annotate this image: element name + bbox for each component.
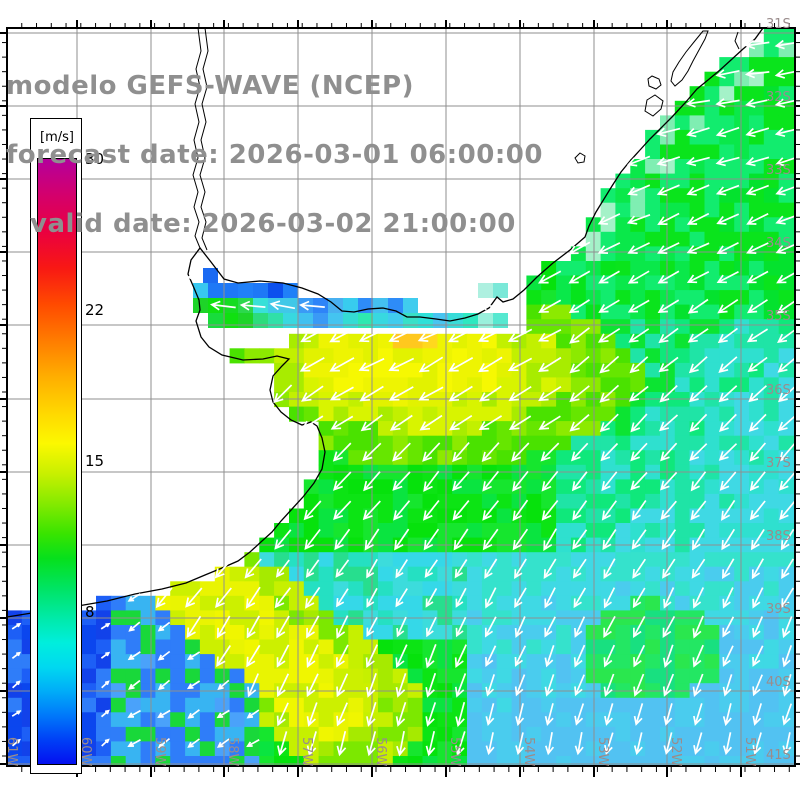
coastline-path <box>6 27 764 618</box>
coastline-layer <box>6 27 764 618</box>
colorbar-tick: 15 <box>85 452 105 470</box>
lat-label: 34S <box>766 236 791 251</box>
river-path <box>192 27 202 249</box>
river-path <box>199 27 209 251</box>
lagoon-path <box>644 94 664 117</box>
lat-label: 37S <box>766 456 791 471</box>
lon-label: 54W <box>521 737 536 767</box>
lon-label: 51W <box>742 737 757 767</box>
forecast-date: forecast date: 2026-03-01 06:00:00 <box>6 140 543 170</box>
lat-label: 39S <box>766 602 791 617</box>
latlon-gridlines <box>7 28 795 766</box>
lon-label: 53W <box>595 737 610 767</box>
lat-label: 31S <box>766 17 791 32</box>
lat-label: 36S <box>766 383 791 398</box>
lon-label: 61W <box>4 737 19 767</box>
valid-date: valid date: 2026-03-02 21:00:00 <box>30 209 516 239</box>
lon-label: 56W <box>373 737 388 767</box>
colorbar-tick: 30 <box>85 150 105 168</box>
lon-label: 58W <box>225 737 240 767</box>
title-block: modelo GEFS-WAVE (NCEP) forecast date: 2… <box>6 29 543 282</box>
lon-label: 52W <box>668 737 683 767</box>
colorbar-tick: 22 <box>85 301 105 319</box>
map-frame-and-ticks <box>0 20 800 777</box>
lat-label: 40S <box>766 675 791 690</box>
lat-label: 38S <box>766 529 791 544</box>
lat-label: 35S <box>766 309 791 324</box>
lat-label: 32S <box>766 90 791 105</box>
lon-label: 59W <box>152 737 167 767</box>
lon-label: 55W <box>447 737 462 767</box>
lat-label: 41S <box>766 748 791 763</box>
colorbar-unit-label: [m/s] <box>40 130 74 145</box>
river-path <box>734 31 740 50</box>
lon-label: 57W <box>299 737 314 767</box>
colorbar-tick: 8 <box>85 603 95 621</box>
lagoon-path <box>574 152 586 164</box>
lagoon-path <box>647 75 662 90</box>
lagoon-path <box>670 30 709 87</box>
colorbar-gradient <box>37 158 77 765</box>
model-title: modelo GEFS-WAVE (NCEP) <box>6 71 414 101</box>
lat-label: 33S <box>766 163 791 178</box>
